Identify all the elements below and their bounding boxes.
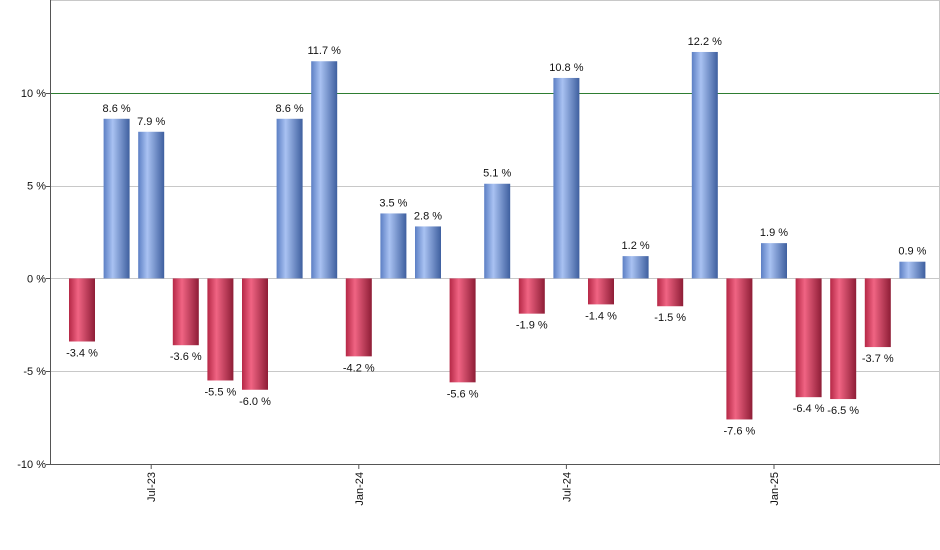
data-label: -4.2 % — [343, 362, 375, 374]
bar — [484, 183, 511, 279]
data-label: 12.2 % — [688, 36, 722, 48]
data-label: -1.5 % — [654, 312, 686, 324]
y-axis-tick-labels: -10 % -5 % 0 % 5 % 10 % — [17, 88, 46, 471]
data-label: -6.0 % — [239, 396, 271, 408]
data-label: 11.7 % — [307, 45, 341, 57]
x-tick-label: Jul-23 — [146, 472, 158, 502]
data-label: -1.9 % — [516, 320, 548, 332]
x-tick-label: Jan-24 — [354, 472, 366, 506]
data-label: 8.6 % — [103, 103, 131, 115]
data-label: -7.6 % — [724, 425, 756, 437]
bar — [761, 243, 787, 279]
y-tick-label: 5 % — [27, 181, 46, 193]
data-label: 3.5 % — [379, 197, 407, 209]
data-label: -5.5 % — [205, 386, 237, 398]
data-label: 7.9 % — [137, 116, 165, 128]
y-tick-label: 10 % — [21, 88, 46, 100]
bar — [138, 131, 165, 279]
bar — [588, 278, 614, 305]
data-label: -3.6 % — [170, 351, 202, 363]
x-axis-tick-labels: Jul-23 Jan-24 Jul-24 Jan-25 — [146, 472, 781, 506]
data-label: 1.2 % — [622, 240, 650, 252]
data-label: -1.4 % — [585, 310, 617, 322]
bar — [207, 278, 234, 381]
bar — [657, 278, 684, 307]
bar — [518, 278, 545, 314]
bars-group — [69, 51, 926, 420]
data-label: 0.9 % — [898, 246, 926, 258]
bar — [172, 278, 199, 346]
bar — [795, 278, 822, 398]
y-tick-label: 0 % — [27, 273, 46, 285]
data-label: -5.6 % — [447, 388, 479, 400]
data-label: 1.9 % — [760, 227, 788, 239]
data-label: 10.8 % — [549, 62, 583, 74]
data-labels-group: -3.4 % 8.6 % 7.9 % -3.6 % -5.5 %-6.0 % 8.6 % 1… — [66, 36, 927, 437]
bar — [864, 278, 891, 348]
y-tick-label: -5 % — [23, 366, 46, 378]
bar — [726, 278, 753, 420]
bar — [449, 278, 476, 383]
bar — [345, 278, 372, 357]
bar — [691, 51, 718, 279]
bar — [380, 213, 407, 279]
data-label: 2.8 % — [414, 210, 442, 222]
data-label: -6.4 % — [793, 403, 825, 415]
data-label: -3.4 % — [66, 348, 98, 360]
data-label: 5.1 % — [483, 168, 511, 180]
bar — [830, 278, 857, 400]
bar — [103, 118, 130, 279]
bar — [276, 118, 303, 279]
x-tick-label: Jul-24 — [561, 472, 573, 502]
bar — [311, 61, 338, 279]
bar — [622, 256, 649, 279]
y-tick-label: -10 % — [17, 459, 46, 471]
data-label: 8.6 % — [276, 103, 304, 115]
bar — [899, 261, 926, 279]
bar — [553, 77, 580, 279]
data-label: -6.5 % — [827, 405, 859, 417]
x-tick-label: Jan-25 — [769, 472, 781, 506]
data-label: -3.7 % — [862, 353, 894, 365]
bar — [69, 278, 95, 342]
bar — [242, 278, 268, 390]
bar — [415, 226, 441, 279]
